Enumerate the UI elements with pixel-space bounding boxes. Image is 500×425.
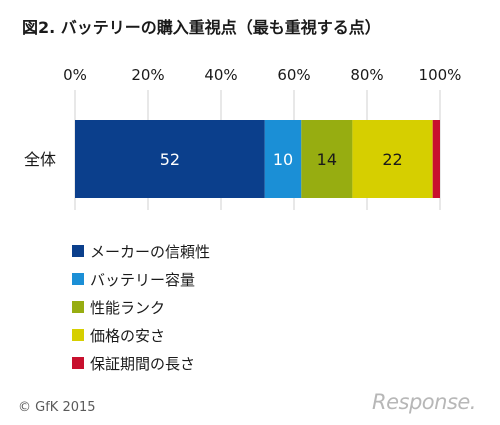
category-label: 全体 bbox=[24, 150, 56, 169]
x-tick-label: 20% bbox=[131, 66, 164, 84]
bar-segment bbox=[264, 120, 302, 198]
legend-swatch bbox=[72, 301, 84, 313]
bar-value-label: 10 bbox=[273, 150, 293, 169]
bar-segment bbox=[75, 120, 265, 198]
x-tick-label: 80% bbox=[350, 66, 383, 84]
legend-label: メーカーの信頼性 bbox=[90, 242, 211, 261]
legend-swatch bbox=[72, 245, 84, 257]
x-axis-ticks: 0% 20% 40% 60% 80% 100% bbox=[63, 66, 461, 84]
copyright-text: © GfK 2015 bbox=[18, 400, 96, 415]
x-tick-label: 0% bbox=[63, 66, 87, 84]
bar-segment bbox=[301, 120, 353, 198]
watermark-logo: Response. bbox=[372, 390, 476, 414]
bar-segments bbox=[75, 120, 440, 198]
x-tick-label: 60% bbox=[277, 66, 310, 84]
legend-swatch bbox=[72, 357, 84, 369]
chart-title: 図2. バッテリーの購入重視点（最も重視する点） bbox=[22, 18, 381, 37]
y-axis-categories: 全体 bbox=[24, 150, 56, 169]
legend-item: 性能ランク bbox=[72, 296, 210, 318]
bar-segment bbox=[432, 120, 440, 198]
bar-value-label: 52 bbox=[160, 150, 180, 169]
legend-swatch bbox=[72, 329, 84, 341]
legend-label: 価格の安さ bbox=[90, 326, 166, 345]
legend-swatch bbox=[72, 273, 84, 285]
legend-item: 価格の安さ bbox=[72, 324, 210, 346]
bar-value-label: 22 bbox=[382, 150, 402, 169]
legend-label: 性能ランク bbox=[90, 298, 166, 317]
bar-labels: 52 10 14 22 bbox=[160, 150, 403, 169]
legend-label: バッテリー容量 bbox=[90, 270, 196, 289]
legend-item: バッテリー容量 bbox=[72, 268, 210, 290]
legend-item: メーカーの信頼性 bbox=[72, 240, 210, 262]
legend-item: 保証期間の長さ bbox=[72, 352, 210, 374]
x-tick-label: 100% bbox=[419, 66, 462, 84]
bar-segment bbox=[352, 120, 433, 198]
legend: メーカーの信頼性 バッテリー容量 性能ランク価格の安さ保証期間の長さ bbox=[72, 240, 210, 380]
bar-value-label: 14 bbox=[317, 150, 337, 169]
x-tick-label: 40% bbox=[204, 66, 237, 84]
legend-label: 保証期間の長さ bbox=[90, 354, 196, 373]
